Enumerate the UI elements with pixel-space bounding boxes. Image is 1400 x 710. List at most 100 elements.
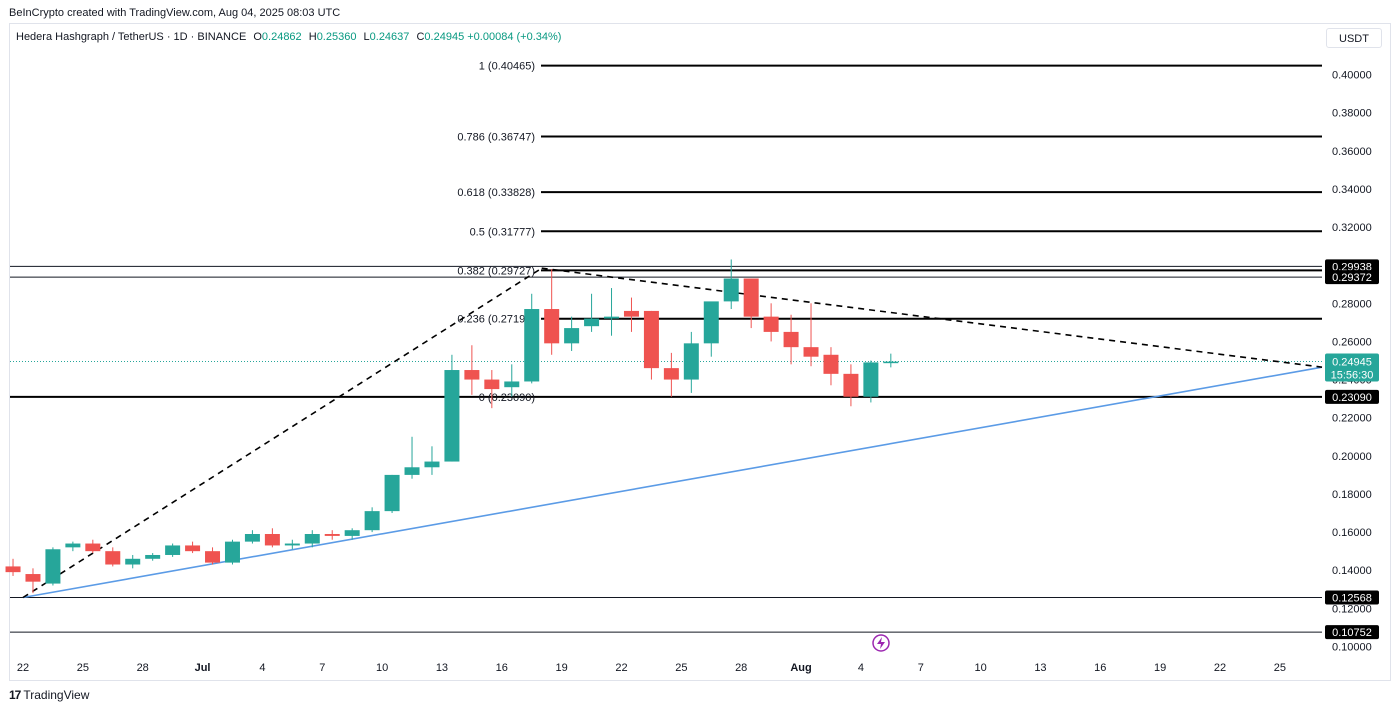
candle-body[interactable] xyxy=(783,331,799,348)
candle-body[interactable] xyxy=(404,467,420,475)
candle-body[interactable] xyxy=(803,347,819,357)
candle-body[interactable] xyxy=(364,511,380,531)
x-axis-tick-label: 16 xyxy=(496,662,508,674)
y-axis-tick-label: 0.38000 xyxy=(1332,108,1372,120)
price-tag-label: 0.23090 xyxy=(1332,392,1372,404)
x-axis-tick-label: 4 xyxy=(858,662,864,674)
x-axis-tick-label: 22 xyxy=(1214,662,1226,674)
symbol-legend: Hedera Hashgraph / TetherUS · 1D · BINAN… xyxy=(16,31,561,43)
low-value: 0.24637 xyxy=(369,31,410,43)
current-price-label: 0.24945 xyxy=(1332,357,1372,369)
x-axis-tick-label: 19 xyxy=(556,662,568,674)
candle-body[interactable] xyxy=(185,545,201,552)
candle-body[interactable] xyxy=(823,354,839,374)
candle-body[interactable] xyxy=(504,381,520,388)
x-axis-tick-label: 28 xyxy=(137,662,149,674)
x-axis-tick-label: 4 xyxy=(259,662,265,674)
price-tag xyxy=(1325,625,1379,640)
low-label: L xyxy=(363,31,370,43)
fib-level-label: 0 (0.23090) xyxy=(479,392,535,404)
high-label: H xyxy=(308,31,317,43)
candle-body[interactable] xyxy=(344,530,360,536)
x-axis-tick-label: 13 xyxy=(1034,662,1046,674)
candle-body[interactable] xyxy=(324,534,340,536)
candle-body[interactable] xyxy=(125,558,141,565)
fib-level-label: 0.618 (0.33828) xyxy=(457,187,535,199)
candle-body[interactable] xyxy=(723,278,739,302)
currency-button[interactable]: USDT xyxy=(1326,28,1382,48)
candle-body[interactable] xyxy=(25,574,41,582)
candle-body[interactable] xyxy=(643,310,659,369)
candle-body[interactable] xyxy=(65,543,81,548)
ascending-trendline[interactable] xyxy=(22,366,1323,599)
fib-anchor-dashed-line[interactable] xyxy=(22,267,543,599)
y-axis-tick-label: 0.18000 xyxy=(1332,489,1372,501)
price-tag xyxy=(1325,590,1379,605)
candle-body[interactable] xyxy=(264,534,280,546)
candle-body[interactable] xyxy=(424,461,440,468)
current-price-tag xyxy=(1325,353,1379,382)
candle-body[interactable] xyxy=(843,373,859,397)
tradingview-logo-icon: 17 xyxy=(9,688,21,702)
fib-level-label: 0.786 (0.36747) xyxy=(457,132,535,144)
close-label: C xyxy=(416,31,425,43)
x-axis-tick-label: 25 xyxy=(1274,662,1286,674)
candle-body[interactable] xyxy=(464,370,480,380)
candle-body[interactable] xyxy=(703,301,719,344)
candle-body[interactable] xyxy=(304,534,320,544)
price-tag-label: 0.12568 xyxy=(1332,593,1372,605)
candle-body[interactable] xyxy=(284,543,300,546)
candle-body[interactable] xyxy=(444,370,460,462)
candle-body[interactable] xyxy=(663,368,679,380)
fib-level-label: 0.382 (0.29727) xyxy=(457,265,535,277)
candle-body[interactable] xyxy=(683,343,699,380)
y-axis-tick-label: 0.16000 xyxy=(1332,527,1372,539)
candle-body[interactable] xyxy=(205,551,221,563)
candle-body[interactable] xyxy=(883,361,899,364)
x-axis-tick-label: 10 xyxy=(376,662,388,674)
candle-body[interactable] xyxy=(45,549,61,584)
x-axis-tick-label: 22 xyxy=(17,662,29,674)
y-axis-tick-label: 0.20000 xyxy=(1332,451,1372,463)
candle-body[interactable] xyxy=(105,551,121,565)
lightning-icon xyxy=(877,637,885,649)
candle-body[interactable] xyxy=(165,545,181,555)
candle-body[interactable] xyxy=(85,543,101,552)
tradingview-brand: TradingView xyxy=(23,688,90,702)
candle-body[interactable] xyxy=(244,534,260,542)
candle-body[interactable] xyxy=(544,309,560,344)
x-axis-tick-label: 13 xyxy=(436,662,448,674)
fib-level-label: 1 (0.40465) xyxy=(479,61,535,73)
candle-body[interactable] xyxy=(5,566,21,573)
symbol-title[interactable]: Hedera Hashgraph / TetherUS · 1D · BINAN… xyxy=(16,31,247,43)
x-axis-tick-label: 28 xyxy=(735,662,747,674)
bar-countdown-label: 15:56:30 xyxy=(1331,370,1374,382)
open-label: O xyxy=(253,31,262,43)
high-value: 0.25360 xyxy=(316,31,357,43)
candle-body[interactable] xyxy=(384,474,400,512)
y-axis-tick-label: 0.28000 xyxy=(1332,298,1372,310)
fib-level-label: 0.5 (0.31777) xyxy=(470,226,535,238)
price-tag xyxy=(1325,270,1379,285)
y-axis-tick-label: 0.12000 xyxy=(1332,603,1372,615)
x-axis-tick-label: Aug xyxy=(790,662,811,674)
x-axis-tick-label: 22 xyxy=(615,662,627,674)
candle-body[interactable] xyxy=(604,316,620,319)
candle-body[interactable] xyxy=(623,310,639,317)
change-value: +0.00084 (+0.34%) xyxy=(467,31,562,43)
candle-body[interactable] xyxy=(743,278,759,317)
candle-body[interactable] xyxy=(145,554,161,559)
y-axis-tick-label: 0.10000 xyxy=(1332,642,1372,654)
candle-body[interactable] xyxy=(564,328,580,344)
candle-body[interactable] xyxy=(763,316,779,332)
x-axis-tick-label: 25 xyxy=(77,662,89,674)
candle-body[interactable] xyxy=(524,309,540,382)
candle-body[interactable] xyxy=(224,541,240,563)
candle-body[interactable] xyxy=(863,362,879,397)
price-tag xyxy=(1325,389,1379,404)
candle-body[interactable] xyxy=(584,318,600,327)
y-axis-tick-label: 0.40000 xyxy=(1332,70,1372,82)
price-tag xyxy=(1325,259,1379,274)
candle-body[interactable] xyxy=(484,379,500,390)
